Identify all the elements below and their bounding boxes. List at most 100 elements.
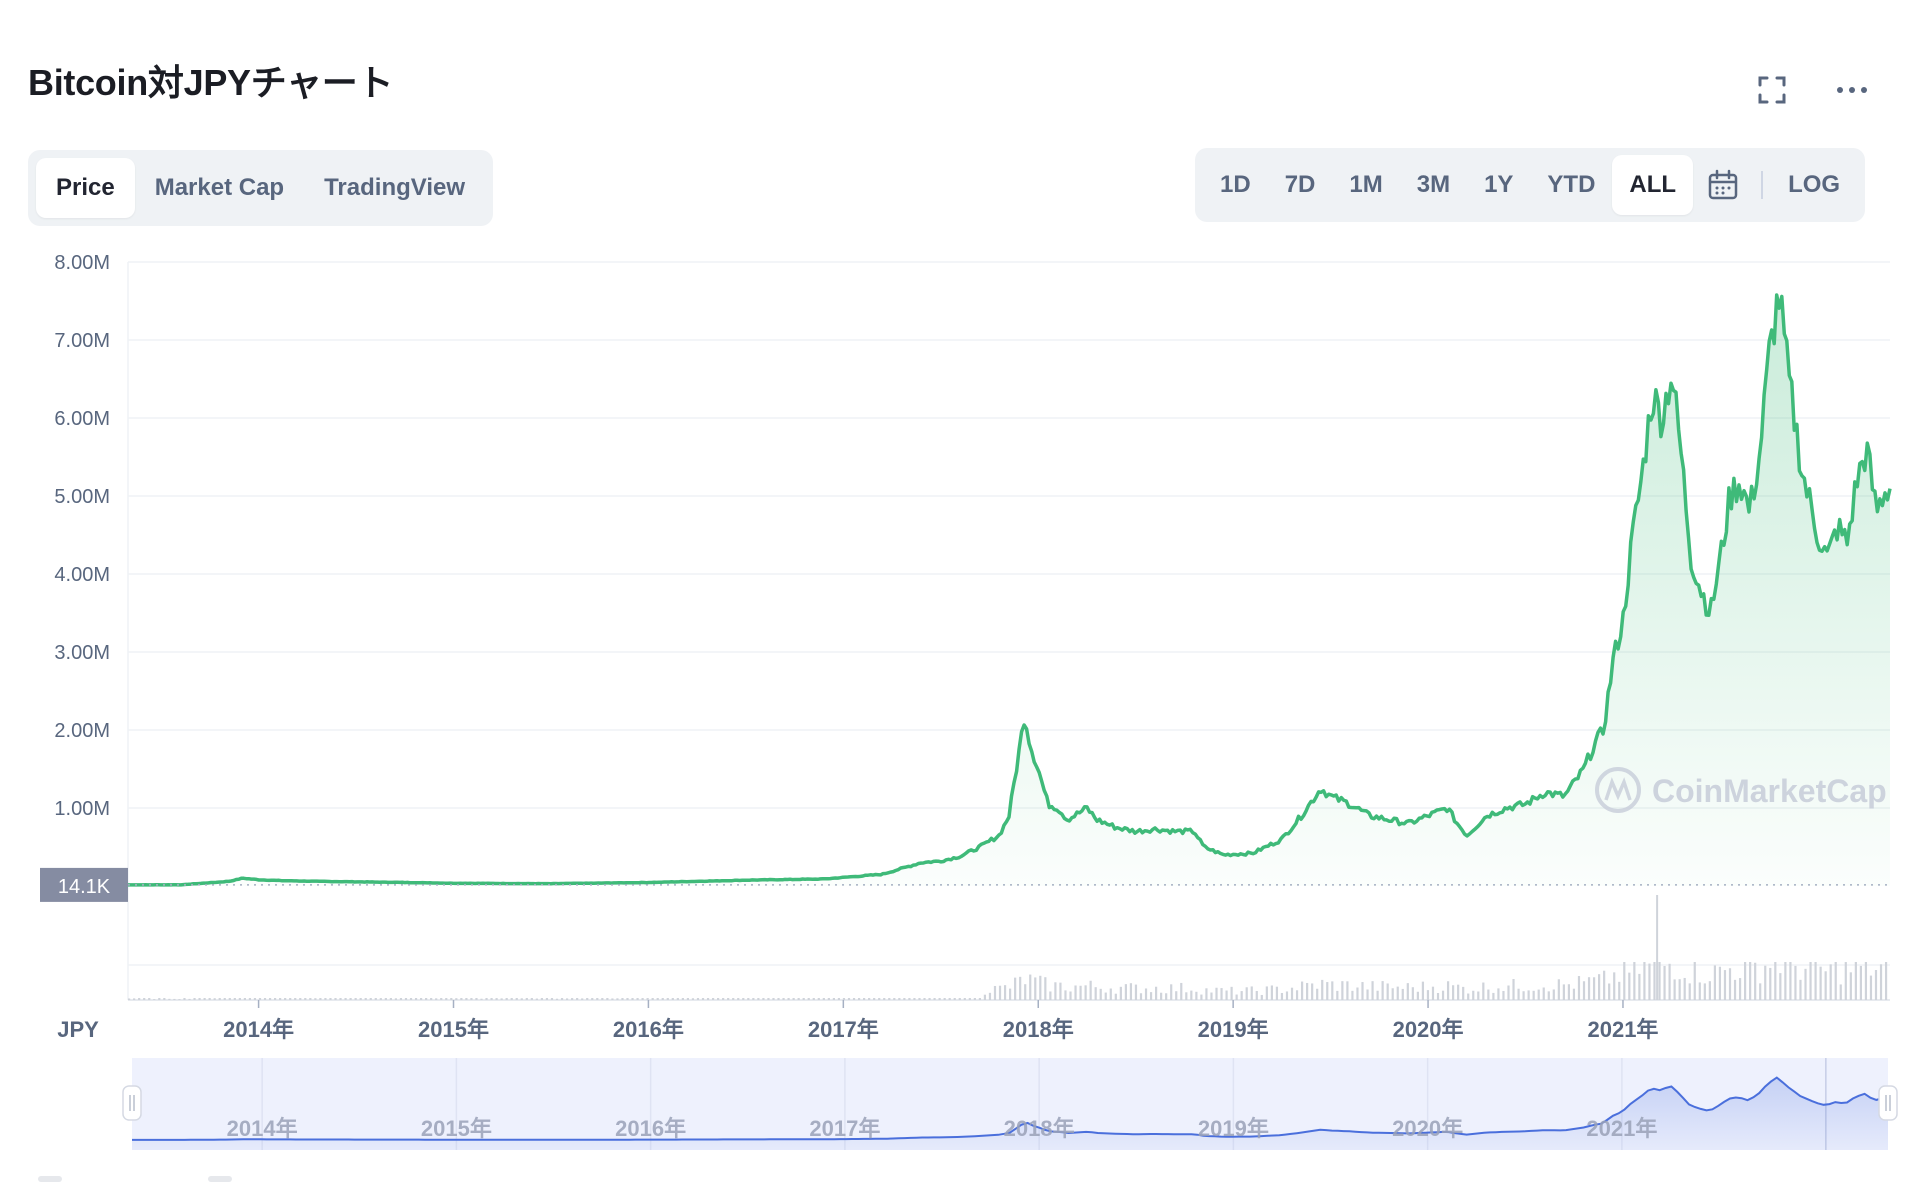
volume-bar	[545, 998, 549, 1000]
volume-bar	[1215, 987, 1218, 1000]
volume-bar	[510, 998, 513, 1000]
x-tick-label: 2016年	[613, 1017, 684, 1042]
volume-bar	[1401, 988, 1404, 1000]
volume-bar	[1351, 990, 1354, 1000]
volume-bar	[1300, 981, 1304, 1000]
volume-bar	[369, 998, 372, 1000]
volume-bar	[1723, 970, 1727, 1000]
navigator-handle-left[interactable]	[122, 1085, 142, 1121]
volume-bar	[1421, 981, 1425, 1000]
volume-bar	[616, 998, 619, 1000]
scroll-indicator	[38, 1176, 62, 1182]
volume-bar	[586, 998, 589, 1000]
volume-bar	[1391, 988, 1394, 1000]
range-1y[interactable]: 1Y	[1484, 171, 1514, 198]
volume-bar	[706, 998, 710, 1000]
calendar-icon[interactable]	[1693, 155, 1753, 215]
volume-bar	[299, 998, 302, 1000]
tab-market-cap[interactable]: Market Cap	[154, 174, 285, 201]
volume-bar	[515, 998, 518, 1000]
range-3m[interactable]: 3M	[1416, 171, 1451, 198]
tab-price[interactable]: Price	[36, 158, 135, 218]
volume-bar	[1250, 986, 1253, 1000]
volume-bar	[1361, 982, 1364, 1000]
volume-bar	[1668, 963, 1671, 1000]
volume-bar	[611, 998, 614, 1000]
range-1m[interactable]: 1M	[1349, 171, 1383, 198]
volume-bar	[384, 998, 387, 1000]
volume-bar	[1341, 981, 1344, 1000]
volume-bar	[475, 998, 478, 1000]
volume-bar	[666, 998, 669, 1000]
navigator-tick-label: 2019年	[1198, 1116, 1269, 1141]
volume-bar	[1290, 987, 1294, 1000]
volume-bar	[968, 998, 971, 1000]
range-ytd[interactable]: YTD	[1547, 171, 1596, 198]
volume-bar	[1457, 984, 1460, 1000]
volume-bar	[1376, 990, 1379, 1000]
navigator-handle-right[interactable]	[1878, 1085, 1898, 1121]
x-tick-label: 2018年	[1003, 1017, 1074, 1042]
volume-bar	[762, 998, 765, 1000]
volume-bar	[399, 998, 403, 1000]
range-all[interactable]: ALL	[1612, 155, 1694, 215]
expand-icon[interactable]	[1752, 70, 1792, 110]
volume-bar	[1019, 976, 1022, 1000]
more-dots-icon[interactable]	[1832, 70, 1872, 110]
volume-bar	[409, 998, 413, 1000]
volume-bar	[958, 998, 961, 1000]
volume-bar	[419, 998, 423, 1000]
volume-bar	[676, 998, 679, 1000]
volume-bar	[1311, 983, 1314, 1000]
volume-bar	[470, 998, 473, 1000]
volume-bar	[1416, 991, 1419, 1000]
volume-bar	[525, 998, 528, 1000]
navigator-window	[132, 1058, 1888, 1150]
volume-bar	[727, 998, 730, 1000]
volume-bar	[1884, 962, 1888, 1000]
volume-bar	[1733, 979, 1737, 1000]
volume-bar	[1854, 962, 1857, 1000]
volume-bar	[1829, 964, 1832, 1000]
volume-bar	[1220, 988, 1223, 1000]
volume-bar	[1472, 990, 1475, 1000]
volume-bar	[873, 998, 876, 1000]
volume-bar	[1567, 984, 1571, 1000]
volume-bar	[1542, 987, 1545, 1000]
volume-bar	[1754, 962, 1757, 1000]
volume-bar	[671, 998, 674, 1000]
volume-bar	[1744, 962, 1747, 1000]
volume-bar	[193, 998, 196, 1000]
volume-bar	[1452, 985, 1455, 1000]
volume-bar	[963, 998, 966, 1000]
handle-body	[122, 1085, 142, 1121]
volume-bar	[898, 998, 901, 1000]
volume-bar	[596, 998, 599, 1000]
range-1d[interactable]: 1D	[1220, 171, 1251, 198]
volume-bar	[349, 998, 352, 1000]
volume-bar	[1713, 965, 1716, 1000]
volume-bar	[284, 998, 287, 1000]
volume-bar	[1618, 981, 1621, 1000]
volume-bar	[1396, 986, 1399, 1000]
log-toggle[interactable]: LOG	[1788, 171, 1841, 198]
view-tabs: Price Market Cap TradingView	[28, 150, 494, 226]
volume-bar	[641, 998, 644, 1000]
volume-bar	[1608, 983, 1611, 1000]
volume-bar	[1069, 991, 1072, 1000]
volume-bar	[379, 998, 382, 1000]
volume-bar	[1024, 984, 1027, 1000]
volume-bar	[530, 998, 533, 1000]
range-7d[interactable]: 7D	[1284, 171, 1316, 198]
volume-bar	[1869, 975, 1873, 1000]
volume-bar	[233, 998, 236, 1000]
tab-tradingview[interactable]: TradingView	[324, 174, 466, 201]
volume-bar	[1411, 987, 1414, 1000]
volume-bar	[998, 985, 1002, 1000]
volume-bar	[636, 998, 639, 1000]
watermark-logo-mark	[1604, 777, 1632, 801]
volume-bar	[268, 998, 272, 1000]
volume-bar	[1104, 992, 1107, 1000]
volume-bar	[923, 998, 926, 1000]
volume-bar	[1809, 962, 1812, 1000]
